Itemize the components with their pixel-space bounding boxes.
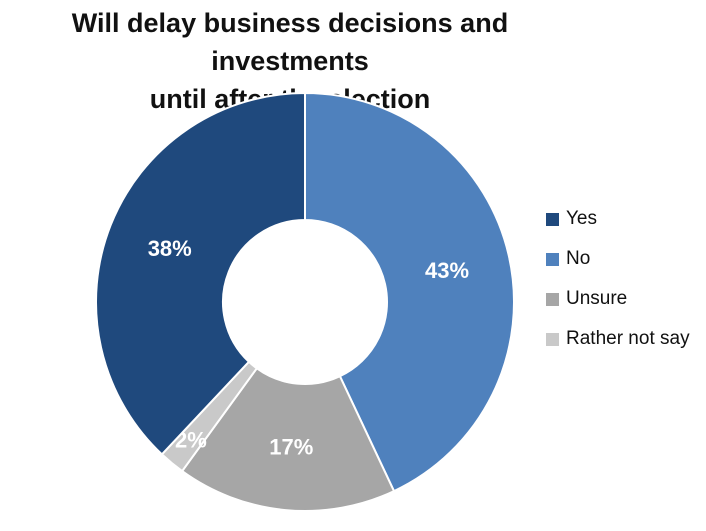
- legend-swatch-yes: [546, 213, 559, 226]
- legend-label-unsure: Unsure: [566, 288, 628, 309]
- slice-no: [304, 91, 515, 493]
- slice-unsure: [180, 366, 396, 512]
- legend-swatch-rather-not-say: [546, 333, 559, 346]
- slice-yes: [95, 91, 306, 456]
- legend-label-yes: Yes: [566, 208, 597, 229]
- legend-label-no: No: [566, 248, 591, 269]
- data-label-yes: 38%: [148, 236, 192, 261]
- data-label-no: 43%: [425, 258, 469, 283]
- legend-label-rather-not-say: Rather not say: [566, 328, 690, 349]
- legend-swatch-unsure: [546, 293, 559, 306]
- data-label-unsure: 17%: [269, 434, 313, 459]
- chart-title: Will delay business decisions and invest…: [0, 4, 580, 118]
- chart-title-line-1: Will delay business decisions and invest…: [71, 8, 509, 76]
- legend-swatch-no: [546, 253, 559, 266]
